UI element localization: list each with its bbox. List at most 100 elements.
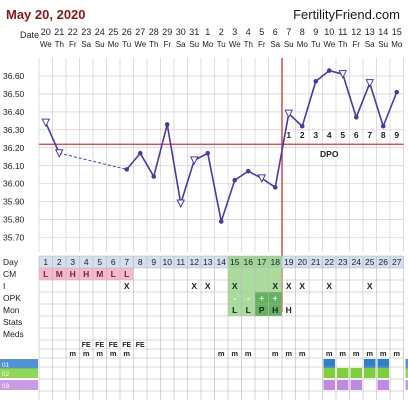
temp-point bbox=[164, 122, 170, 127]
cm-cell-fill bbox=[39, 268, 53, 280]
temp-line-segment bbox=[288, 113, 303, 127]
date-number: 4 bbox=[246, 27, 251, 37]
temp-point bbox=[218, 219, 224, 224]
temp-point bbox=[137, 150, 143, 156]
cm-value: L bbox=[111, 269, 116, 279]
status-cell bbox=[364, 368, 376, 378]
intercourse-mark: X bbox=[191, 281, 197, 291]
med-value: FE bbox=[109, 342, 118, 349]
weekday-label: Mo bbox=[202, 40, 214, 49]
med-value: FE bbox=[122, 342, 131, 349]
day-number: 26 bbox=[379, 257, 389, 267]
day-number: 23 bbox=[338, 257, 348, 267]
row-label-mon: Mon bbox=[3, 305, 20, 315]
row-label-meds: Meds bbox=[3, 329, 24, 339]
status-cell bbox=[350, 380, 362, 390]
temp-point bbox=[151, 174, 157, 179]
date-number: 28 bbox=[149, 27, 159, 37]
temp-line-segment bbox=[220, 179, 236, 222]
weekday-label: Fr bbox=[69, 40, 77, 49]
opk-value: + bbox=[259, 293, 264, 303]
med-value: m bbox=[380, 349, 387, 358]
cm-cell-fill bbox=[52, 268, 66, 280]
date-row-label: Date bbox=[20, 30, 39, 40]
day-number: 14 bbox=[217, 257, 227, 267]
med-value: m bbox=[339, 349, 346, 358]
cm-cell-fill bbox=[66, 268, 80, 280]
weekday-label: We bbox=[40, 40, 52, 49]
med-value: m bbox=[218, 349, 225, 358]
status-cell bbox=[364, 359, 376, 369]
day-number: 16 bbox=[244, 257, 254, 267]
med-value: m bbox=[393, 349, 400, 358]
weekday-label: Sa bbox=[365, 40, 375, 49]
date-number: 27 bbox=[135, 27, 145, 37]
day-number: 10 bbox=[163, 257, 173, 267]
brand-link[interactable]: FertilityFriend.com bbox=[293, 7, 400, 22]
cm-value: M bbox=[96, 269, 103, 279]
day-number: 27 bbox=[392, 257, 402, 267]
status-legend-id: 03 bbox=[2, 383, 10, 390]
weekday-label: Tu bbox=[217, 40, 226, 49]
date-number: 13 bbox=[365, 27, 375, 37]
weekday-label: We bbox=[229, 40, 241, 49]
monitor-value: H bbox=[272, 305, 278, 315]
cm-cell-fill bbox=[79, 268, 93, 280]
temp-line-segment bbox=[382, 91, 398, 127]
dpo-number: 8 bbox=[381, 130, 386, 140]
cm-value: L bbox=[43, 269, 48, 279]
day-number: 20 bbox=[298, 257, 308, 267]
day-number: 22 bbox=[325, 257, 335, 267]
temp-point bbox=[245, 168, 251, 174]
date-number: 21 bbox=[54, 27, 64, 37]
temp-point bbox=[353, 114, 359, 120]
opk-value: + bbox=[273, 293, 278, 303]
y-tick-left: 35.70 bbox=[3, 233, 25, 243]
day-number: 1 bbox=[43, 257, 48, 267]
temp-point bbox=[326, 68, 332, 73]
dpo-number: 3 bbox=[313, 130, 318, 140]
med-value: FE bbox=[95, 342, 104, 349]
temp-line-segment bbox=[206, 153, 223, 222]
temp-point bbox=[299, 123, 305, 129]
dpo-number: 5 bbox=[340, 130, 345, 140]
temp-line-segment bbox=[166, 124, 182, 204]
day-number: 9 bbox=[151, 257, 156, 267]
day-number: 8 bbox=[138, 257, 143, 267]
date-number: 15 bbox=[392, 27, 402, 37]
dpo-label-bg bbox=[315, 148, 344, 161]
status-legend-swatch bbox=[0, 368, 38, 378]
date-number: 1 bbox=[205, 27, 210, 37]
day-number: 13 bbox=[203, 257, 213, 267]
med-value: FE bbox=[82, 342, 91, 349]
med-value: m bbox=[353, 349, 360, 358]
day-number: 2 bbox=[57, 257, 62, 267]
date-number: 12 bbox=[351, 27, 361, 37]
temp-point bbox=[232, 177, 238, 183]
temp-line-segment bbox=[179, 160, 196, 204]
monitor-value: P bbox=[259, 305, 265, 315]
status-cell bbox=[337, 380, 349, 390]
weekday-label: Fr bbox=[352, 40, 360, 49]
day-number: 19 bbox=[284, 257, 294, 267]
weekday-label: We bbox=[323, 40, 335, 49]
weekday-label: Sa bbox=[81, 40, 91, 49]
temp-line-segment bbox=[126, 152, 141, 170]
day-number: 7 bbox=[124, 257, 129, 267]
dpo-number: 7 bbox=[367, 130, 372, 140]
day-number: 12 bbox=[190, 257, 200, 267]
opk-value: - bbox=[233, 293, 236, 303]
status-legend-swatch bbox=[0, 359, 38, 369]
opk-value: + bbox=[286, 293, 291, 303]
weekday-label: Th bbox=[338, 40, 347, 49]
med-value: m bbox=[123, 349, 130, 358]
temp-line-segment bbox=[45, 122, 60, 154]
temp-point-open bbox=[54, 149, 64, 158]
day-number: 11 bbox=[176, 257, 185, 267]
med-value: m bbox=[272, 349, 279, 358]
intercourse-mark: X bbox=[367, 281, 373, 291]
weekday-label: Sa bbox=[176, 40, 186, 49]
intercourse-mark: X bbox=[299, 281, 305, 291]
y-tick-left: 36.20 bbox=[3, 143, 25, 153]
